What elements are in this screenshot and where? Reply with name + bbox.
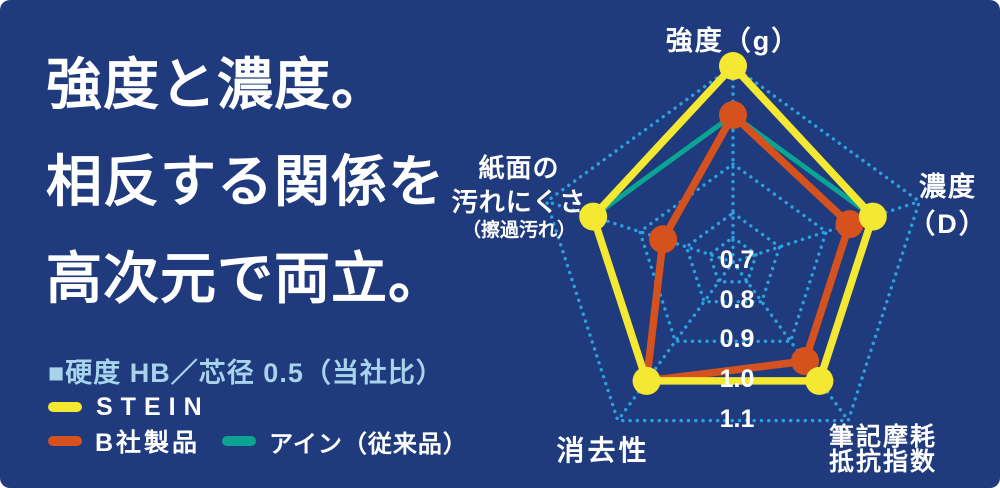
legend-label-stein: STEIN (96, 392, 210, 421)
axis-label-paper-line-2: 汚れにくさ (451, 187, 587, 217)
axis-label-density: 濃度 （D） (896, 169, 1000, 243)
headline-line-1: 強度と濃度。 (46, 53, 388, 116)
legend-label-company-b: B社製品 (95, 429, 201, 457)
axis-label-wear-line-1: 筆記摩耗 (829, 423, 938, 451)
legend-row-others: B社製品 アイン（従来品） (48, 427, 468, 458)
grid-ring (637, 161, 829, 343)
grid-ring (684, 210, 782, 304)
axis-label-erasability: 消去性 (556, 435, 650, 466)
axis-label-density-line-1: 濃度 (919, 172, 977, 202)
series-dot-0 (858, 202, 887, 231)
axis-label-paper-line-1: 紙面の (478, 153, 560, 183)
ring-label-0.8: 0.8 (719, 285, 755, 314)
ring-label-1.1: 1.1 (719, 404, 755, 433)
series-dot-0 (579, 202, 608, 231)
grid-ring (544, 63, 922, 423)
series-dot-0 (719, 52, 747, 80)
series-dot-1 (791, 347, 820, 376)
axis-label-density-line-2: （D） (908, 209, 988, 239)
stein-line-swatch (48, 402, 82, 412)
company-b-line-swatch (48, 436, 82, 446)
series-dot-1 (835, 210, 864, 239)
series-line-1 (642, 111, 854, 385)
spec-caption: ■硬度 HB／芯径 0.5（当社比） (48, 358, 444, 388)
axis-label-paper-line-3: （擦過汚れ） (461, 220, 576, 241)
ring-label-1.0: 1.0 (719, 364, 755, 393)
legend-label-ain: アイン（従来品） (269, 430, 468, 458)
legend-row-stein: STEIN (48, 393, 210, 421)
series-dot-1 (649, 225, 678, 254)
series-dot-0 (805, 366, 834, 395)
axis-label-wear-line-2: 抵抗指数 (829, 448, 938, 476)
ring-label-0.9: 0.9 (719, 325, 755, 354)
axis-label-wear-resistance: 筆記摩耗 抵抗指数 (829, 425, 937, 475)
headline-line-2: 相反する関係を (46, 150, 445, 213)
axis-label-paper-smudge: 紙面の 汚れにくさ （擦過汚れ） (433, 151, 605, 242)
grid-ring (707, 235, 759, 284)
ring-label-0.7: 0.7 (719, 246, 755, 274)
ain-line-swatch (222, 436, 257, 446)
axis-label-strength: 強度（g） (665, 26, 801, 56)
headline: 強度と濃度。 相反する関係を 高次元で両立。 (46, 36, 445, 327)
headline-line-3: 高次元で両立。 (46, 247, 445, 310)
series-line-0 (589, 62, 877, 385)
series-dot-1 (719, 101, 747, 129)
series-dot-0 (632, 366, 661, 395)
